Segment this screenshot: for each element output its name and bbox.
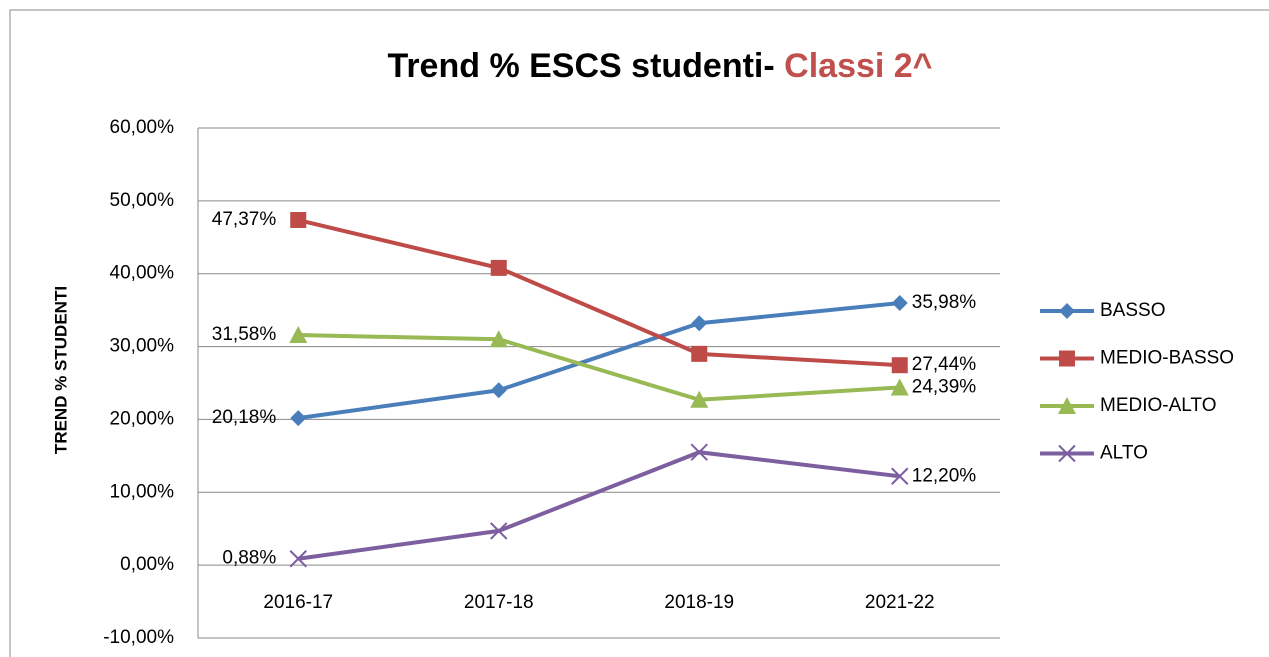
title-main: Trend % ESCS studenti-	[387, 47, 774, 85]
y-tick-label: 60,00%	[110, 117, 175, 138]
y-tick-label: 10,00%	[110, 481, 175, 502]
series-line	[298, 333, 900, 402]
y-tick-label: 20,00%	[110, 408, 175, 429]
legend-label: MEDIO-ALTO	[1100, 395, 1216, 416]
data-label: 47,37%	[212, 209, 277, 230]
series-line	[297, 450, 900, 561]
series-line	[297, 301, 900, 421]
point	[690, 390, 709, 408]
legend-marker	[1059, 350, 1075, 367]
x-tick-label: 2021-22	[865, 592, 935, 613]
data-label: 31,58%	[212, 324, 277, 345]
point	[290, 212, 307, 229]
point	[890, 378, 909, 396]
point	[891, 467, 909, 485]
point	[290, 410, 307, 427]
point	[891, 357, 908, 374]
data-label: 24,39%	[912, 376, 977, 397]
y-axis-label: TREND % STUDENTI	[51, 286, 70, 454]
y-tick-label: 50,00%	[110, 190, 175, 211]
legend-marker	[1058, 397, 1076, 414]
chart-border	[9, 9, 1269, 657]
y-tick-label: 0,00%	[120, 554, 174, 575]
point	[891, 295, 908, 312]
point	[691, 345, 708, 362]
point	[490, 522, 508, 540]
legend-label: MEDIO-BASSO	[1100, 348, 1234, 369]
legend-label: ALTO	[1100, 443, 1148, 464]
data-label: 12,20%	[912, 465, 977, 486]
x-tick-label: 2018-19	[664, 592, 734, 613]
title-highlight: Classi 2^	[784, 47, 933, 85]
x-tick-label: 2017-18	[464, 592, 534, 613]
data-label: 0,88%	[222, 548, 276, 569]
x-tick-label: 2016-17	[263, 592, 333, 613]
point	[690, 443, 708, 461]
point	[490, 382, 507, 399]
point	[489, 330, 508, 348]
y-tick-label: 30,00%	[110, 336, 175, 357]
y-tick-label: 40,00%	[110, 263, 175, 284]
data-label: 20,18%	[212, 407, 277, 428]
point	[289, 326, 308, 344]
point	[289, 550, 307, 568]
legend-marker	[1058, 444, 1076, 463]
point	[691, 315, 708, 332]
data-label: 27,44%	[912, 354, 977, 375]
chart-title: Trend % ESCS studenti- Classi 2^	[387, 47, 932, 85]
point	[490, 259, 507, 276]
series-line	[297, 218, 900, 368]
legend-marker	[1059, 303, 1075, 319]
y-tick-label: -10,00%	[103, 627, 174, 648]
legend-label: BASSO	[1100, 300, 1165, 321]
data-label: 35,98%	[912, 292, 977, 313]
